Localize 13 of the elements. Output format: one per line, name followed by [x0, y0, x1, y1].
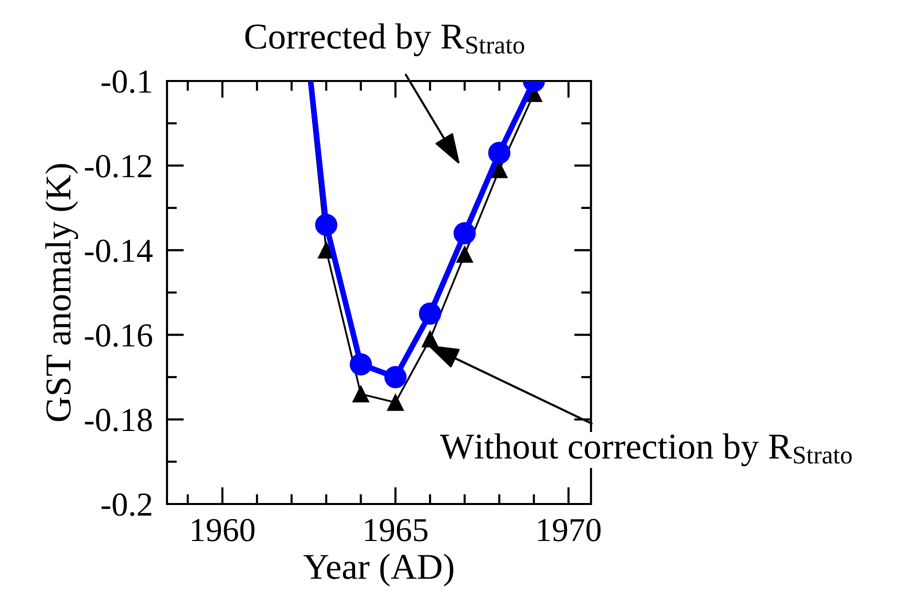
x-axis-title: Year (AD) — [304, 554, 454, 586]
y-tick-label: -0.14 — [84, 240, 153, 262]
annotation: Without correction by R$_{Strato}$ — [440, 433, 852, 466]
text: Corrected by R$_{Strato}$ — [245, 23, 524, 56]
y-tick-label: -0.12 — [84, 155, 152, 178]
y-tick-label: -0.2 — [102, 493, 152, 516]
y-axis-title: GST anomaly (K) — [45, 164, 78, 422]
x-tick-label: 1965 — [365, 518, 428, 542]
x-tick-label: 1970 — [538, 518, 601, 542]
x-tick-label: 1960 — [192, 518, 254, 542]
y-tick-label: -0.18 — [84, 408, 152, 432]
y-tick-label: -0.16 — [84, 324, 152, 347]
y-tick-label: -0.1 — [102, 70, 152, 94]
